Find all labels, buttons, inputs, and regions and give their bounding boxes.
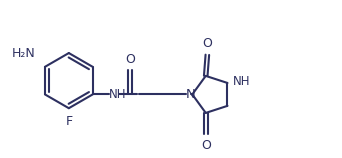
Text: O: O [125,53,135,66]
Text: N: N [186,88,196,101]
Text: NH: NH [109,88,127,101]
Text: NH: NH [233,75,251,88]
Text: O: O [201,139,211,152]
Text: H₂N: H₂N [11,47,35,60]
Text: F: F [65,115,73,128]
Text: O: O [202,37,212,50]
